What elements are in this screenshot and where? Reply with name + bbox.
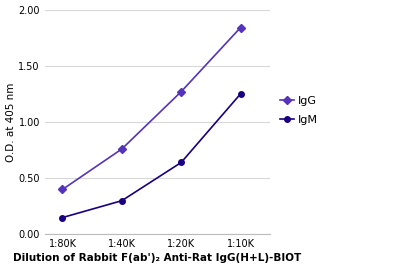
Line: IgG: IgG [60,25,243,192]
Y-axis label: O.D. at 405 nm: O.D. at 405 nm [6,82,16,162]
Line: IgM: IgM [60,91,243,220]
IgM [60,216,65,219]
IgG [120,147,124,151]
IgG [60,188,65,191]
IgM [238,92,243,95]
IgG [238,26,243,29]
IgM [120,199,124,202]
IgM [179,161,184,164]
X-axis label: Dilution of Rabbit F(ab')₂ Anti-Rat IgG(H+L)-BIOT: Dilution of Rabbit F(ab')₂ Anti-Rat IgG(… [13,253,302,263]
IgG [179,90,184,93]
Legend: IgG, IgM: IgG, IgM [276,92,322,130]
